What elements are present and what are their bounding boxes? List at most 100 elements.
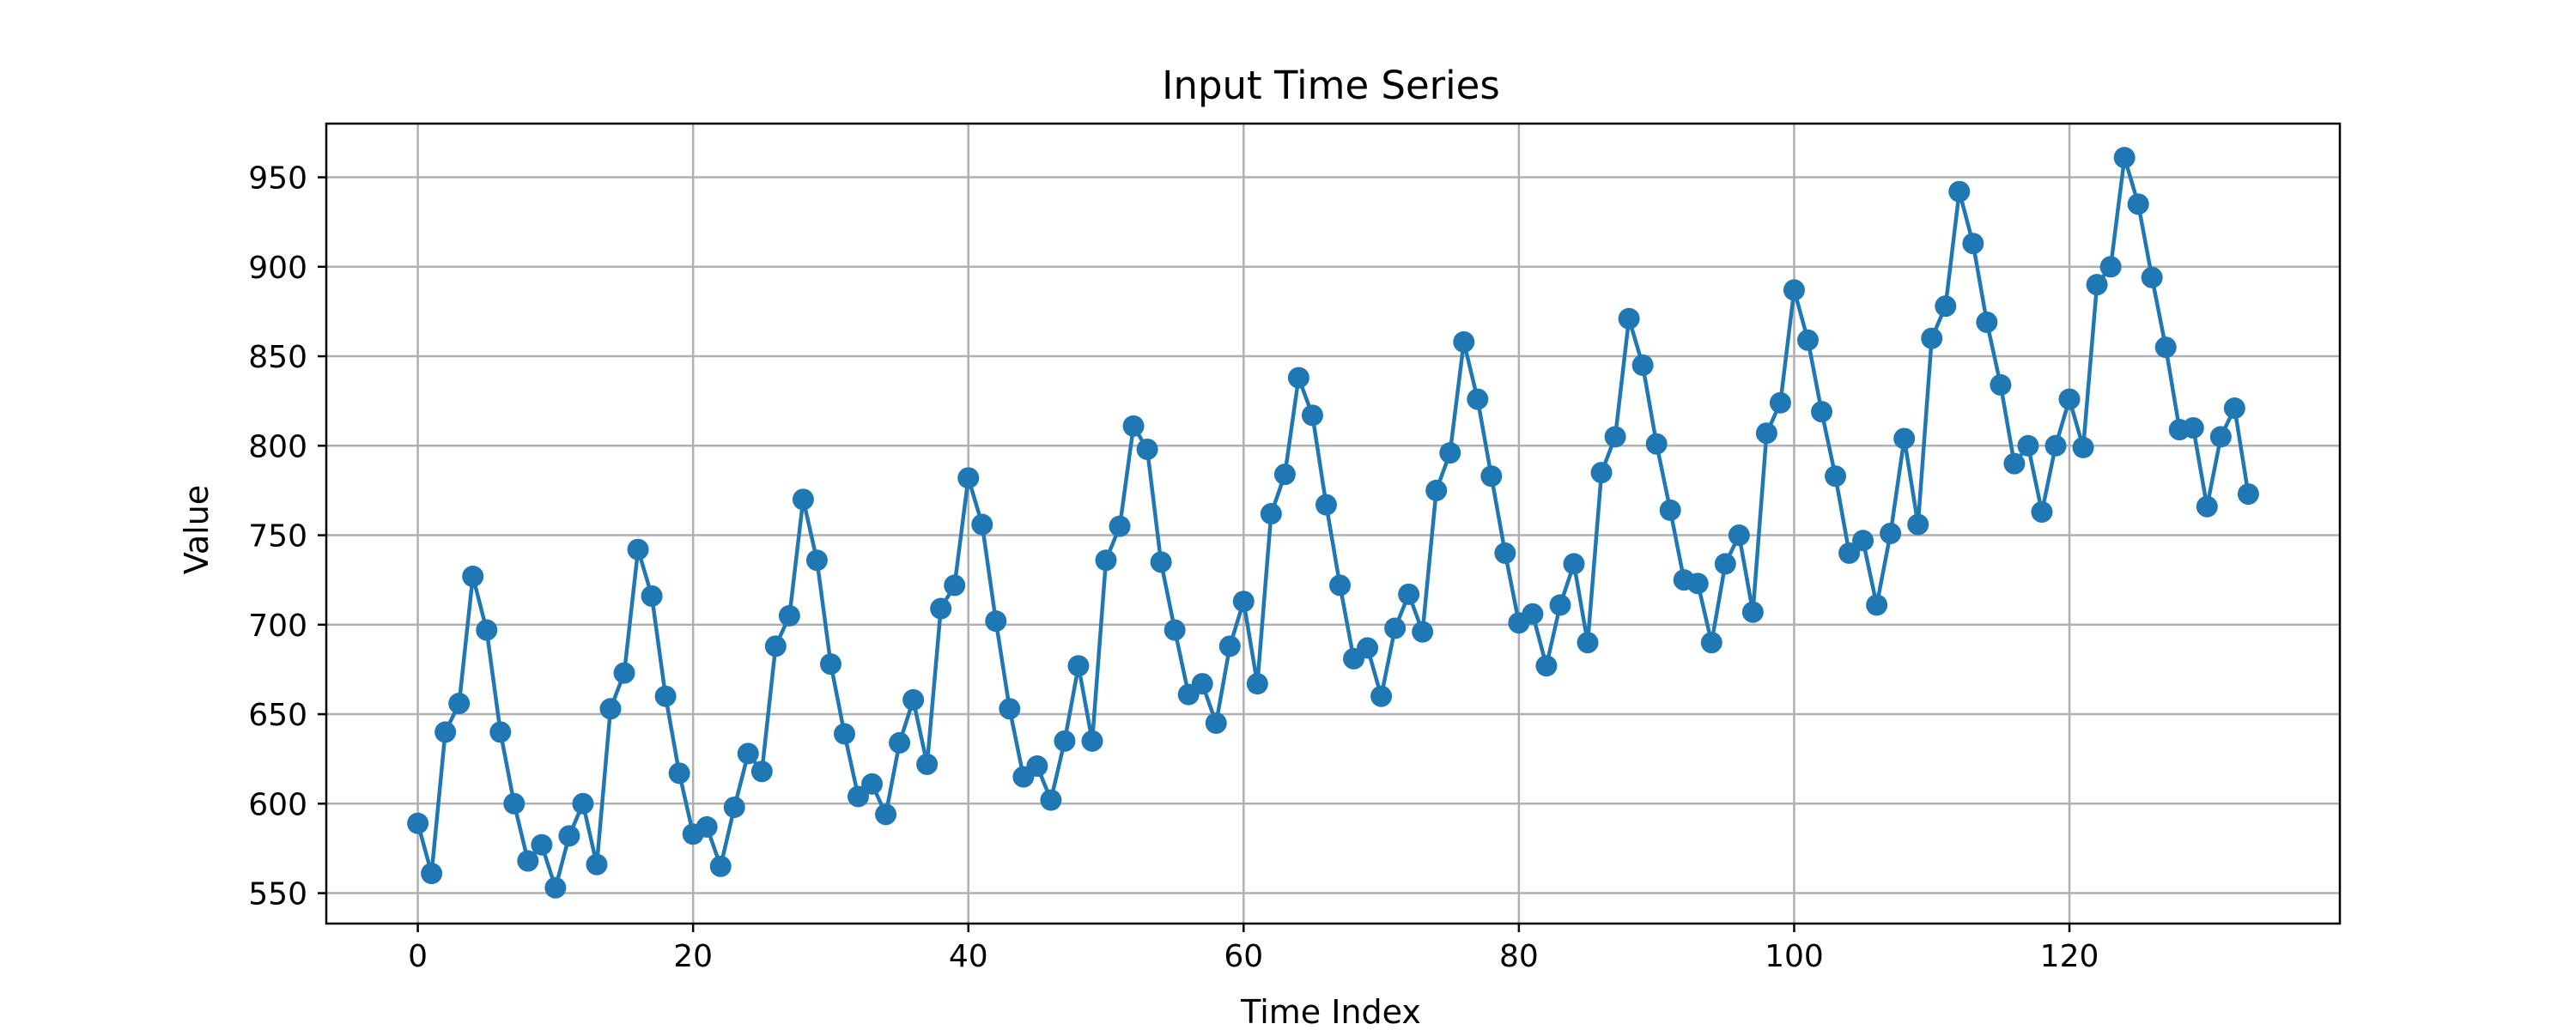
data-point: [1686, 573, 1709, 595]
data-point: [1315, 494, 1337, 516]
data-point: [944, 574, 966, 597]
data-point: [1577, 632, 1599, 654]
data-point: [1439, 442, 1461, 464]
data-point: [792, 488, 814, 511]
data-point: [1109, 515, 1131, 537]
data-point: [2141, 266, 2163, 288]
data-point: [709, 855, 732, 877]
y-tick-label: 900: [248, 251, 307, 286]
data-point: [448, 693, 471, 715]
data-point: [1948, 180, 1971, 203]
y-tick-label: 700: [248, 609, 307, 644]
data-point: [1287, 367, 1309, 389]
x-tick-label: 60: [1224, 939, 1263, 974]
data-point: [1122, 415, 1145, 437]
data-point: [696, 815, 718, 838]
data-point: [750, 760, 773, 783]
data-point: [517, 850, 539, 872]
data-point: [1136, 438, 1158, 460]
plot-frame: [325, 122, 2342, 925]
y-tick-label: 750: [248, 519, 307, 554]
data-point: [1398, 583, 1420, 605]
x-tick-label: 0: [408, 939, 428, 974]
data-point: [723, 796, 745, 818]
data-point: [1714, 553, 1736, 575]
data-point: [1205, 712, 1227, 734]
data-point: [1081, 730, 1103, 752]
data-point: [971, 513, 993, 536]
data-point: [930, 597, 952, 620]
gridlines: [326, 124, 2340, 924]
data-point: [2003, 452, 2026, 475]
data-point: [503, 792, 526, 815]
data-point: [1935, 295, 1957, 318]
data-point: [1260, 503, 1282, 525]
x-tick-label: 40: [949, 939, 988, 974]
data-point: [1480, 465, 1503, 488]
data-point: [1453, 330, 1475, 353]
data-point: [1040, 789, 1062, 811]
data-point: [1218, 635, 1241, 657]
data-point: [1590, 462, 1613, 484]
data-point: [1384, 617, 1406, 639]
x-tick-label: 80: [1499, 939, 1539, 974]
data-point: [1150, 551, 1172, 573]
data-point: [1866, 594, 1888, 616]
data-point: [875, 803, 897, 826]
data-point: [2099, 256, 2122, 278]
data-point: [1962, 233, 1984, 255]
y-tick-label: 800: [248, 429, 307, 464]
data-point: [627, 538, 649, 560]
data-point: [805, 549, 828, 572]
data-point: [1838, 542, 1861, 564]
data-point: [1796, 329, 1819, 351]
data-point: [778, 604, 800, 627]
data-point: [2031, 500, 2053, 523]
data-point: [2086, 274, 2108, 296]
data-point: [668, 762, 690, 785]
x-tick-label: 20: [673, 939, 713, 974]
data-point: [999, 698, 1021, 720]
data-point: [1631, 354, 1654, 376]
data-point: [434, 721, 457, 743]
data-point: [599, 698, 622, 720]
data-point: [1425, 479, 1448, 501]
data-point: [531, 833, 553, 856]
data-point: [2017, 434, 2039, 457]
data-point: [1618, 307, 1640, 330]
data-point: [1728, 524, 1750, 547]
data-point: [558, 825, 580, 847]
y-axis-label: Value: [178, 485, 216, 574]
data-point: [2044, 434, 2067, 457]
data-point: [1357, 637, 1379, 659]
data-point: [2182, 416, 2204, 439]
data-point: [1880, 522, 1902, 544]
y-tick-label: 550: [248, 877, 307, 912]
data-point: [1907, 513, 1929, 536]
data-point: [1329, 574, 1352, 597]
data-point: [2196, 495, 2218, 518]
data-point: [2237, 483, 2259, 506]
data-point: [641, 585, 663, 607]
data-point: [1659, 499, 1681, 521]
data-point: [1370, 685, 1393, 707]
data-point: [1893, 427, 1916, 450]
data-point: [462, 566, 484, 588]
data-point: [1535, 655, 1558, 677]
data-point: [861, 772, 884, 795]
data-point: [572, 792, 594, 815]
data-point: [2209, 426, 2232, 448]
data-point: [2127, 193, 2149, 215]
data-point: [1163, 619, 1186, 641]
data-point: [2072, 436, 2094, 458]
data-point: [1412, 621, 1434, 643]
data-point: [1769, 391, 1791, 414]
y-tick-label: 650: [248, 698, 307, 733]
data-point: [544, 876, 567, 899]
data-point: [1645, 433, 1668, 455]
y-axis-ticks: 550 600 650 700 750 800 850 900 950: [248, 161, 326, 912]
data-point: [2154, 336, 2177, 359]
data-point: [985, 610, 1007, 633]
